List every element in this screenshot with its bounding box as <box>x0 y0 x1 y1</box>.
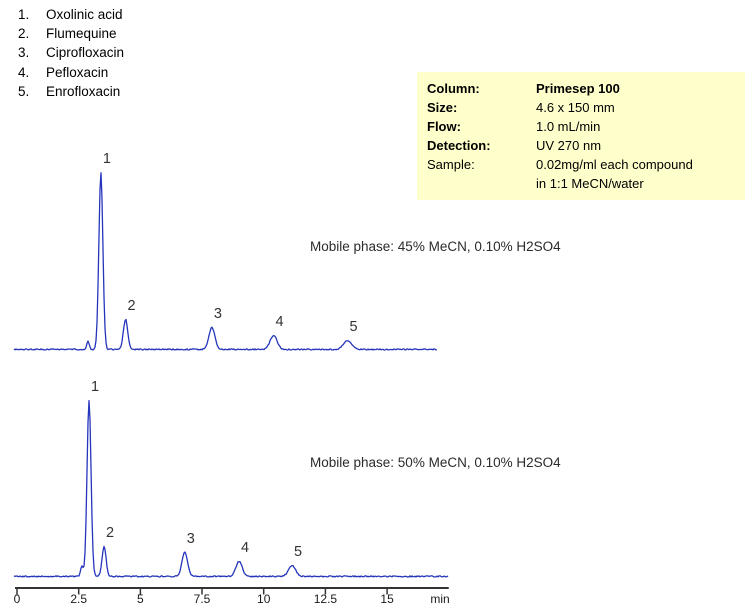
legend-item-number: 2. <box>18 26 30 42</box>
peak-label-1: 1 <box>91 379 99 395</box>
legend-item-name: Ciprofloxacin <box>46 45 125 61</box>
condition-value-line: Primesep 100 <box>536 81 620 96</box>
condition-row-column: Column: Primesep 100 <box>427 79 739 98</box>
axis-tick-label-15: 15 <box>380 592 394 606</box>
axis-tick-label-5: 5 <box>137 592 144 606</box>
legend-item-3: 3. Ciprofloxacin <box>18 43 124 62</box>
peak-label-5: 5 <box>350 319 358 335</box>
legend-item-4: 4. Pefloxacin <box>18 63 124 82</box>
condition-label: Detection: <box>427 138 491 153</box>
condition-label: Column: <box>427 81 480 96</box>
condition-label: Size: <box>427 100 458 115</box>
legend-item-1: 1. Oxolinic acid <box>18 5 124 24</box>
condition-value: 1.0 mL/min <box>536 117 600 136</box>
legend-item-number: 1. <box>18 7 30 22</box>
legend-item-number: 4. <box>18 64 30 80</box>
legend-item-5: 5. Enrofloxacin <box>18 82 124 101</box>
mobile-phase-label-45: Mobile phase: 45% MeCN, 0.10% H2SO4 <box>310 239 561 254</box>
trace-50pct <box>13 400 449 578</box>
peak-label-2: 2 <box>106 525 114 541</box>
legend-item-2: 2. Flumequine <box>18 24 124 43</box>
compound-legend: 1. Oxolinic acid 2. Flumequine 3. Ciprofloxac… <box>18 5 124 101</box>
condition-value: 4.6 x 150 mm <box>536 98 615 117</box>
axis-tick-label-7.5: 7.5 <box>194 592 211 606</box>
condition-value: 0.02mg/ml each compound in 1:1 MeCN/water <box>536 155 693 193</box>
peak-label-4: 4 <box>241 540 249 556</box>
condition-row-detection: Detection: UV 270 nm <box>427 136 739 155</box>
condition-value-line: 1.0 mL/min <box>536 119 601 134</box>
peak-label-1: 1 <box>103 151 111 167</box>
peak-label-3: 3 <box>214 306 222 322</box>
axis-tick-label-0: 0 <box>14 592 21 606</box>
axis-tick-label-12.5: 12.5 <box>314 592 338 606</box>
legend-item-name: Flumequine <box>46 26 117 42</box>
axis-tick-label-10: 10 <box>257 592 271 606</box>
condition-label: Flow: <box>427 119 461 134</box>
condition-row-size: Size: 4.6 x 150 mm <box>427 98 739 117</box>
axis-tick-label-2.5: 2.5 <box>70 592 87 606</box>
legend-item-name: Enrofloxacin <box>46 83 121 99</box>
mobile-phase-label-50: Mobile phase: 50% MeCN, 0.10% H2SO4 <box>310 455 561 470</box>
condition-label: Sample: <box>427 157 475 172</box>
condition-value-line: in 1:1 MeCN/water <box>536 176 644 191</box>
condition-value-line: 0.02mg/ml each compound <box>536 157 693 172</box>
axis-unit-label: min <box>430 592 449 606</box>
condition-value-line: 4.6 x 150 mm <box>536 100 615 115</box>
legend-item-number: 3. <box>18 45 30 61</box>
peak-label-2: 2 <box>127 298 135 314</box>
peak-label-3: 3 <box>187 531 195 547</box>
condition-value: UV 270 nm <box>536 136 601 155</box>
condition-value-line: UV 270 nm <box>536 138 602 153</box>
conditions-box: Column: Primesep 100 Size: 4.6 x 150 mm Flow… <box>417 72 745 200</box>
condition-row-sample: Sample: 0.02mg/ml each compound in 1:1 MeC… <box>427 155 739 193</box>
peak-label-5: 5 <box>294 544 302 560</box>
trace-45pct <box>13 172 438 351</box>
legend-item-name: Oxolinic acid <box>46 7 123 22</box>
condition-value: Primesep 100 <box>536 79 620 98</box>
peak-label-4: 4 <box>276 314 284 330</box>
condition-row-flow: Flow: 1.0 mL/min <box>427 117 739 136</box>
legend-item-number: 5. <box>18 83 30 99</box>
legend-item-name: Pefloxacin <box>46 64 109 80</box>
